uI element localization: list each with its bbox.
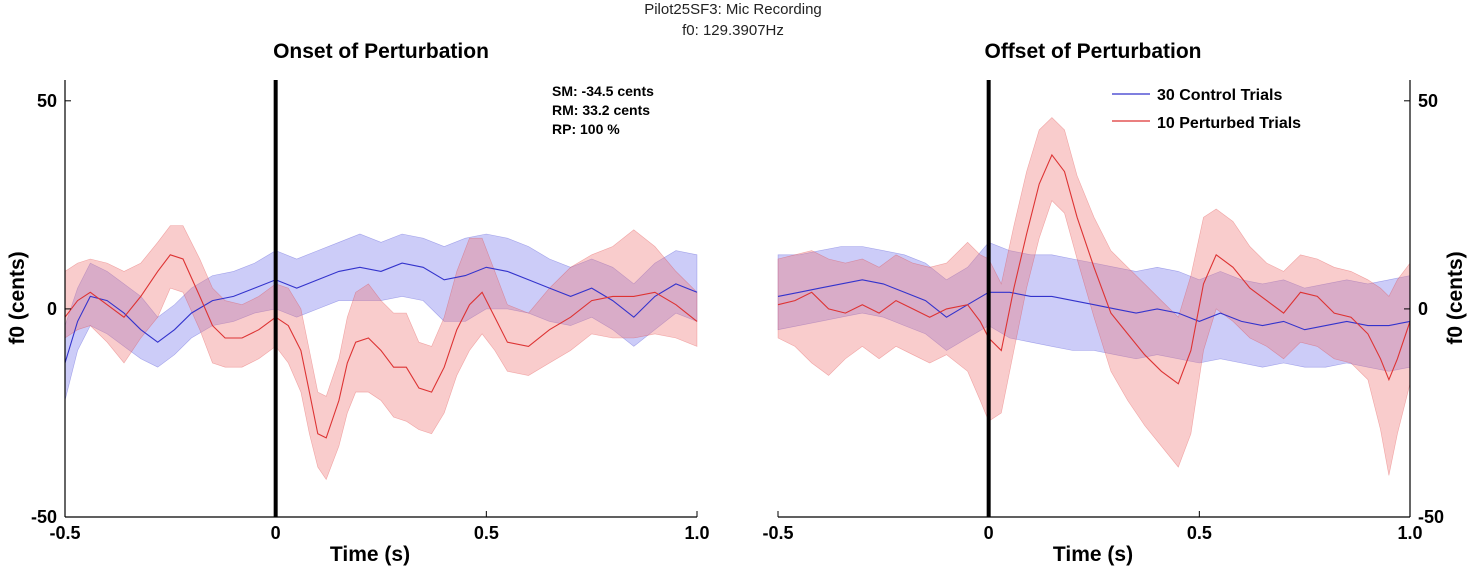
offset-line-control <box>777 279 1411 331</box>
onset-bands <box>64 225 698 481</box>
onset-y-tick-label: 0 <box>47 299 57 319</box>
onset-x-tick-label: 0.5 <box>474 523 499 543</box>
legend: 30 Control Trials 10 Perturbed Trials <box>1112 87 1301 132</box>
onset-y-tick-label: 50 <box>37 91 57 111</box>
offset-line-perturbed <box>777 153 1411 385</box>
annotation-sm: SM: -34.5 cents <box>552 83 654 99</box>
onset-x-tick-label: -0.5 <box>49 523 80 543</box>
legend-label-control: 30 Control Trials <box>1157 87 1282 104</box>
offset-x-tick-label: 1.0 <box>1397 523 1422 543</box>
offset-y-tick-label: 50 <box>1418 91 1438 111</box>
offset-x-tick-label: -0.5 <box>762 523 793 543</box>
legend-label-perturbed: 10 Perturbed Trials <box>1157 115 1301 132</box>
onset-line-control <box>64 262 698 364</box>
onset-line-perturbed <box>64 254 698 439</box>
onset-y-axis-label: f0 (cents) <box>6 251 29 344</box>
onset-x-axis-label: Time (s) <box>330 543 410 566</box>
offset-panel: Offset of Perturbation -0.5 0 0.5 1.0 50 0 -50… <box>762 40 1467 566</box>
offset-y-axis-label: f0 (cents) <box>1444 251 1467 344</box>
offset-panel-title: Offset of Perturbation <box>984 40 1201 63</box>
annotation-rp: RP: 100 % <box>552 121 620 137</box>
onset-axes: -0.5 0 0.5 1.0 50 0 -50 <box>31 80 710 543</box>
onset-x-tick-label: 1.0 <box>684 523 709 543</box>
onset-band-perturbed <box>64 225 698 481</box>
figure-suptitle-line2: f0: 129.3907Hz <box>682 22 784 39</box>
offset-x-tick-label: 0.5 <box>1187 523 1212 543</box>
offset-lines <box>777 153 1411 385</box>
offset-y-tick-label: 0 <box>1418 299 1428 319</box>
annotation-rm: RM: 33.2 cents <box>552 102 650 118</box>
offset-x-tick-label: 0 <box>984 523 994 543</box>
figure-suptitle-line1: Pilot25SF3: Mic Recording <box>644 1 822 18</box>
onset-panel-title: Onset of Perturbation <box>273 40 489 63</box>
onset-panel: Onset of Perturbation -0.5 0 0.5 1.0500-50 … <box>6 40 710 566</box>
offset-y-tick-label: -50 <box>1418 507 1444 527</box>
offset-x-axis-label: Time (s) <box>1053 543 1133 566</box>
onset-y-tick-label: -50 <box>31 507 57 527</box>
onset-lines <box>64 254 698 439</box>
offset-axes: -0.5 0 0.5 1.0 50 0 -50 <box>762 80 1444 543</box>
onset-x-tick-label: 0 <box>271 523 281 543</box>
